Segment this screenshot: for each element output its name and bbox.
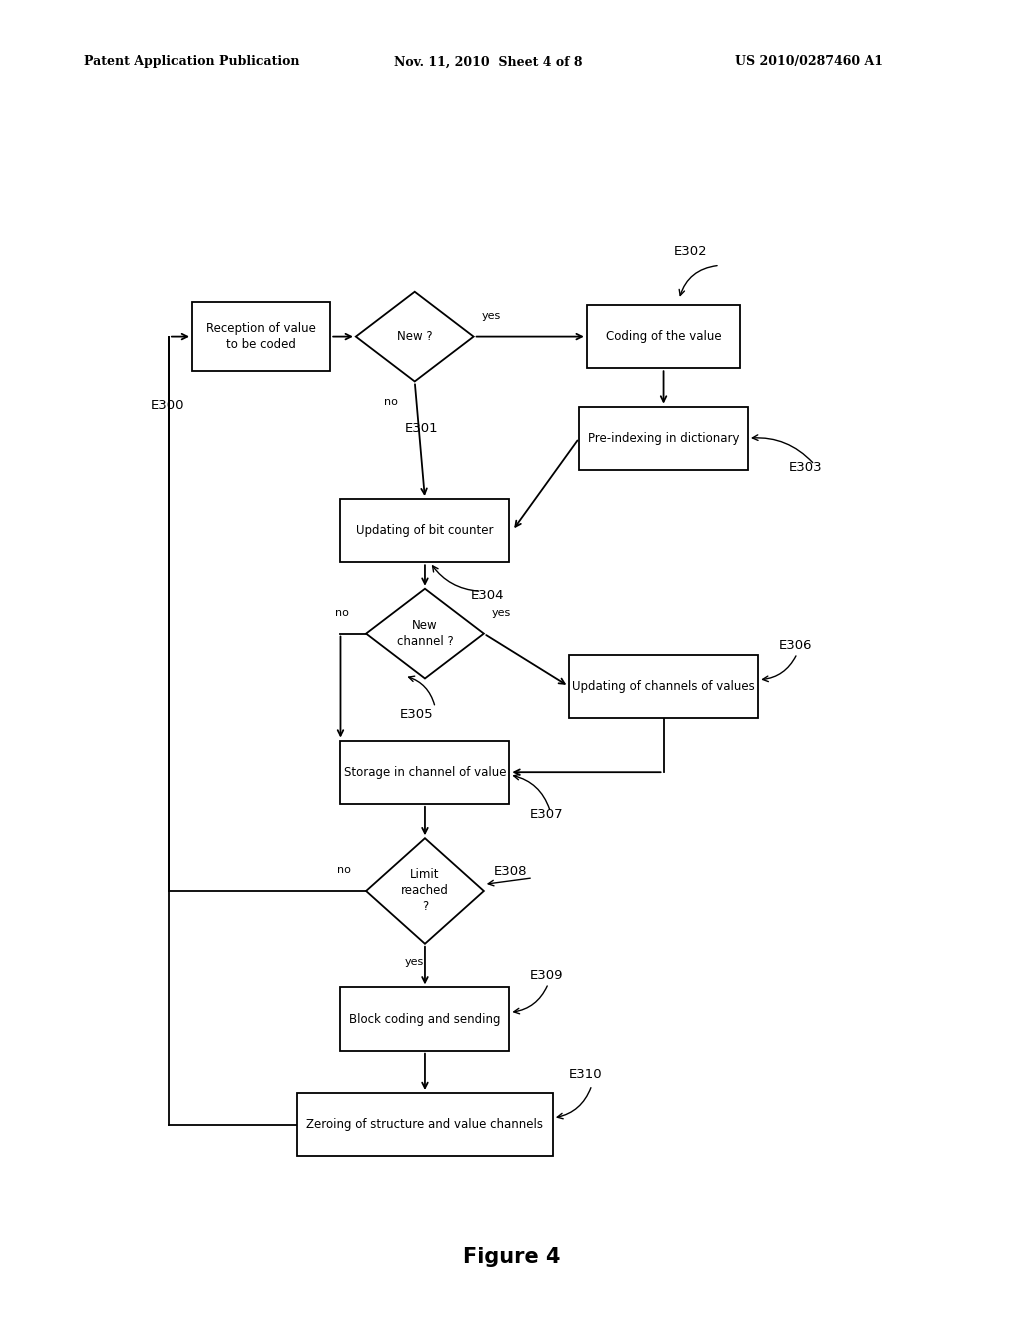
Bar bbox=[587, 305, 740, 368]
Text: E302: E302 bbox=[674, 244, 708, 257]
Text: Patent Application Publication: Patent Application Publication bbox=[84, 55, 299, 69]
Text: Coding of the value: Coding of the value bbox=[606, 330, 721, 343]
Text: E305: E305 bbox=[399, 708, 433, 721]
Text: Storage in channel of value: Storage in channel of value bbox=[344, 766, 506, 779]
Text: E307: E307 bbox=[530, 808, 563, 821]
Text: New ?: New ? bbox=[397, 330, 432, 343]
Text: Zeroing of structure and value channels: Zeroing of structure and value channels bbox=[306, 1118, 544, 1131]
Text: New
channel ?: New channel ? bbox=[396, 619, 454, 648]
Text: E309: E309 bbox=[530, 969, 563, 982]
Bar bbox=[340, 741, 509, 804]
Text: no: no bbox=[336, 609, 349, 619]
Text: Updating of bit counter: Updating of bit counter bbox=[356, 524, 494, 537]
Polygon shape bbox=[356, 292, 473, 381]
Text: Pre-indexing in dictionary: Pre-indexing in dictionary bbox=[588, 432, 739, 445]
Bar bbox=[580, 407, 748, 470]
Text: US 2010/0287460 A1: US 2010/0287460 A1 bbox=[735, 55, 884, 69]
Text: yes: yes bbox=[404, 957, 424, 968]
Polygon shape bbox=[367, 589, 483, 678]
Bar bbox=[340, 499, 509, 562]
Text: E304: E304 bbox=[471, 589, 505, 602]
Text: Figure 4: Figure 4 bbox=[463, 1246, 561, 1267]
Text: E301: E301 bbox=[404, 421, 438, 434]
Text: Block coding and sending: Block coding and sending bbox=[349, 1012, 501, 1026]
Text: E300: E300 bbox=[152, 399, 184, 412]
Text: yes: yes bbox=[492, 609, 511, 619]
Text: E303: E303 bbox=[790, 461, 822, 474]
Bar bbox=[340, 987, 509, 1051]
Bar bbox=[297, 1093, 553, 1156]
Text: E306: E306 bbox=[779, 639, 812, 652]
Text: yes: yes bbox=[482, 312, 501, 322]
Text: E310: E310 bbox=[568, 1068, 602, 1081]
Text: Nov. 11, 2010  Sheet 4 of 8: Nov. 11, 2010 Sheet 4 of 8 bbox=[394, 55, 583, 69]
Text: no: no bbox=[337, 865, 351, 875]
Bar bbox=[193, 302, 330, 371]
Text: Limit
reached
?: Limit reached ? bbox=[401, 869, 449, 913]
Text: no: no bbox=[384, 397, 398, 408]
Text: Reception of value
to be coded: Reception of value to be coded bbox=[206, 322, 316, 351]
Text: E308: E308 bbox=[494, 865, 527, 878]
Polygon shape bbox=[367, 838, 483, 944]
Text: Updating of channels of values: Updating of channels of values bbox=[572, 680, 755, 693]
Bar bbox=[569, 655, 758, 718]
